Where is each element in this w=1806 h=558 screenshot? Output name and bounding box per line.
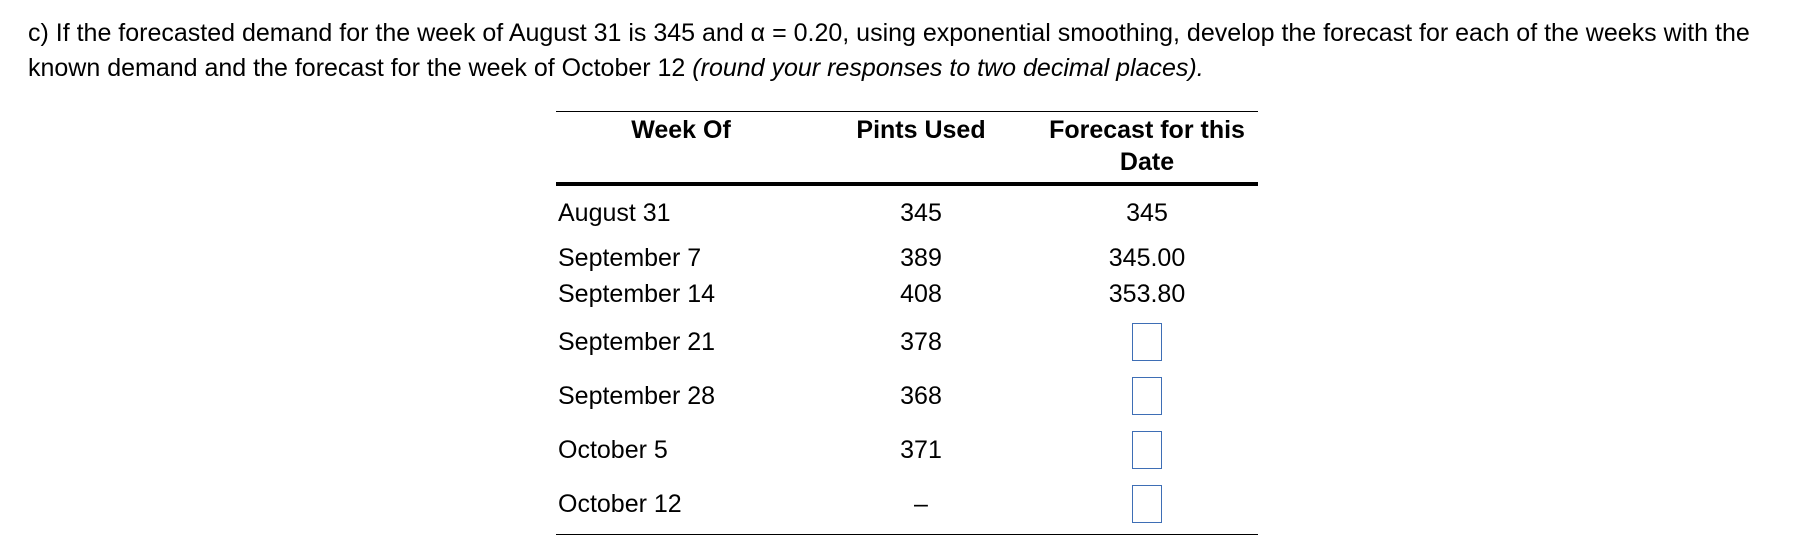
forecast-cell: 345.00 — [1108, 243, 1186, 272]
header-forecast-line1: Forecast for this — [1049, 116, 1245, 144]
table-row: August 31 345 345 — [556, 184, 1258, 238]
header-forecast: Forecast for this Date — [1036, 112, 1258, 185]
forecast-cell: 353.80 — [1108, 279, 1186, 308]
question-body: c) If the forecasted demand for the week… — [28, 19, 1750, 82]
week-cell: September 28 — [558, 381, 716, 410]
table-row: October 5 371 — [556, 420, 1258, 480]
forecast-cell — [1036, 480, 1258, 535]
table-header-row: Week Of Pints Used Forecast for this Dat… — [556, 111, 1258, 185]
pints-cell: 378 — [900, 327, 942, 356]
table-row: October 12 – — [556, 480, 1258, 535]
pints-cell: 368 — [900, 381, 942, 410]
forecast-input-september-28[interactable] — [1132, 377, 1162, 415]
pints-cell: 371 — [900, 435, 942, 464]
table-row: September 14 408 353.80 — [556, 276, 1258, 312]
week-cell: September 7 — [558, 243, 702, 272]
week-cell: October 12 — [558, 489, 682, 518]
header-pints-used: Pints Used — [856, 116, 986, 144]
forecast-cell: 345 — [1126, 198, 1168, 227]
week-cell: September 14 — [558, 279, 716, 308]
pints-cell: – — [914, 489, 928, 518]
table-row: September 7 389 345.00 — [556, 238, 1258, 276]
week-cell: August 31 — [558, 198, 671, 227]
week-cell: October 5 — [558, 435, 668, 464]
rounding-instruction: (round your responses to two decimal pla… — [692, 54, 1204, 82]
forecast-input-september-21[interactable] — [1132, 323, 1162, 361]
forecast-table: Week Of Pints Used Forecast for this Dat… — [556, 111, 1258, 535]
pints-cell: 408 — [900, 279, 942, 308]
week-cell: September 21 — [558, 327, 716, 356]
forecast-cell — [1036, 312, 1258, 372]
question-text: c) If the forecasted demand for the week… — [28, 16, 1788, 86]
forecast-cell — [1036, 420, 1258, 480]
pints-cell: 389 — [900, 243, 942, 272]
header-forecast-line2: Date — [1119, 148, 1175, 176]
pints-cell: 345 — [900, 198, 942, 227]
forecast-input-october-5[interactable] — [1132, 431, 1162, 469]
forecast-input-october-12[interactable] — [1132, 485, 1162, 523]
forecast-cell — [1036, 372, 1258, 420]
header-week-of: Week Of — [631, 116, 731, 144]
forecast-table-container: Week Of Pints Used Forecast for this Dat… — [556, 111, 1258, 535]
table-row: September 28 368 — [556, 372, 1258, 420]
table-row: September 21 378 — [556, 312, 1258, 372]
